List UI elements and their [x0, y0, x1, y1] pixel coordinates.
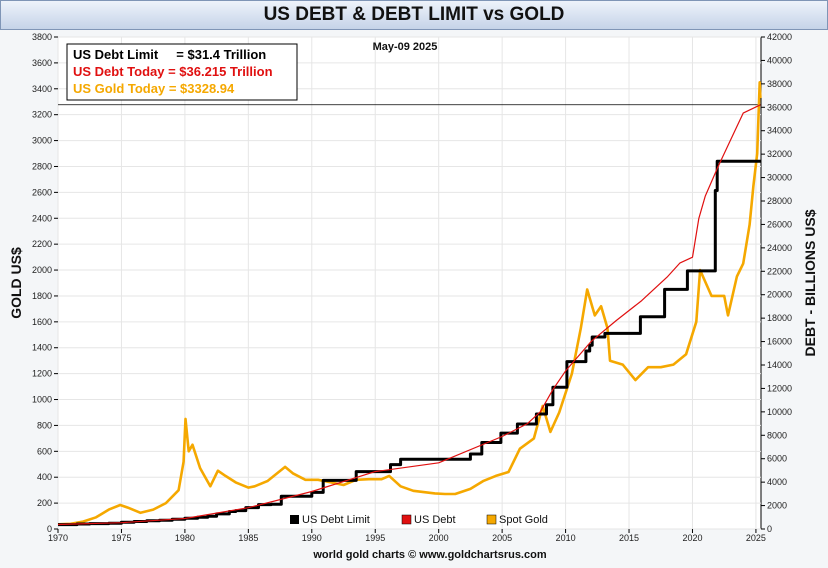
y-left-tick-label: 1200 — [32, 369, 52, 379]
legend-label-debt-limit: US Debt Limit — [302, 514, 370, 526]
legend-label-gold: Spot Gold — [499, 514, 548, 526]
y-right-tick-label: 30000 — [767, 173, 792, 183]
series-line-gold — [57, 81, 762, 526]
footer-credit: world gold charts © www.goldchartsrus.co… — [312, 549, 546, 561]
y-right-tick-label: 42000 — [767, 32, 792, 42]
x-tick-label: 2000 — [429, 533, 449, 543]
y-right-tick-label: 38000 — [767, 79, 792, 89]
y-right-tick-label: 28000 — [767, 196, 792, 206]
x-tick-label: 1995 — [365, 533, 385, 543]
y-right-tick-label: 2000 — [767, 501, 787, 511]
y-left-tick-label: 3000 — [32, 136, 52, 146]
x-tick-label: 1970 — [48, 533, 68, 543]
y-right-tick-label: 40000 — [767, 55, 792, 65]
y-left-tick-label: 3200 — [32, 110, 52, 120]
y-right-tick-label: 12000 — [767, 383, 792, 393]
grid-lines — [57, 36, 761, 530]
y-left-tick-label: 0 — [47, 524, 52, 534]
y-right-tick-label: 18000 — [767, 313, 792, 323]
y-right-tick-label: 16000 — [767, 337, 792, 347]
date-label: May-09 2025 — [373, 41, 438, 53]
y-right-tick-label: 10000 — [767, 407, 792, 417]
y-right-tick-label: 36000 — [767, 102, 792, 112]
y-right-tick-label: 6000 — [767, 454, 787, 464]
y-left-tick-label: 200 — [37, 498, 52, 508]
y-left-tick-label: 2800 — [32, 161, 52, 171]
y-right-tick-label: 20000 — [767, 290, 792, 300]
y-left-tick-label: 2600 — [32, 187, 52, 197]
chart-title: US DEBT & DEBT LIMIT vs GOLD — [0, 0, 828, 30]
y-left-tick-label: 2000 — [32, 265, 52, 275]
y-right-tick-label: 26000 — [767, 219, 792, 229]
legend-swatch-debt — [401, 514, 412, 525]
y-left-tick-label: 1600 — [32, 317, 52, 327]
y-axis-left-label: GOLD US$ — [8, 247, 24, 319]
x-tick-label: 2010 — [556, 533, 576, 543]
legend-swatch-debt-limit — [290, 515, 299, 524]
legend-label-debt: US Debt — [414, 514, 456, 526]
axis-ticks: 0 200 400 600 800 1000 1200 1400 1600 1800 2000 220… — [32, 32, 792, 543]
y-axis-right-label: DEBT - BILLIONS US$ — [802, 209, 818, 356]
x-tick-label: 2005 — [492, 533, 512, 543]
legend-swatch-gold — [486, 514, 497, 525]
y-left-tick-label: 3800 — [32, 32, 52, 42]
y-right-tick-label: 32000 — [767, 149, 792, 159]
series-line-debt — [57, 104, 761, 526]
y-left-tick-label: 3400 — [32, 84, 52, 94]
info-line-debt-limit: US Debt Limit = $31.4 Trillion — [73, 47, 266, 62]
x-tick-label: 1975 — [111, 533, 131, 543]
plot-background — [57, 36, 762, 530]
y-right-tick-label: 22000 — [767, 266, 792, 276]
y-right-tick-label: 24000 — [767, 243, 792, 253]
y-left-tick-label: 1000 — [32, 395, 52, 405]
x-tick-label: 1980 — [175, 533, 195, 543]
x-tick-label: 2015 — [619, 533, 639, 543]
y-left-tick-label: 2200 — [32, 239, 52, 249]
y-right-tick-label: 0 — [767, 524, 772, 534]
y-right-tick-label: 14000 — [767, 360, 792, 370]
y-left-tick-label: 3600 — [32, 58, 52, 68]
y-left-tick-label: 800 — [37, 420, 52, 430]
x-tick-label: 2020 — [682, 533, 702, 543]
info-box: US Debt Limit = $31.4 Trillion US Debt T… — [66, 43, 298, 101]
y-right-tick-label: 34000 — [767, 126, 792, 136]
x-tick-label: 1990 — [302, 533, 322, 543]
legend: US Debt Limit US Debt Spot Gold — [290, 514, 548, 526]
info-line-gold-today: US Gold Today = $3328.94 — [73, 81, 235, 96]
y-right-tick-label: 8000 — [767, 430, 787, 440]
x-tick-label: 1985 — [238, 533, 258, 543]
y-right-tick-label: 4000 — [767, 477, 787, 487]
info-line-debt-today: US Debt Today = $36.215 Trillion — [73, 64, 273, 79]
x-tick-label: 2025 — [746, 533, 766, 543]
y-left-tick-label: 600 — [37, 446, 52, 456]
y-left-tick-label: 1800 — [32, 291, 52, 301]
y-left-tick-label: 1400 — [32, 343, 52, 353]
y-left-tick-label: 2400 — [32, 213, 52, 223]
y-left-tick-label: 400 — [37, 472, 52, 482]
series-group — [57, 81, 762, 527]
